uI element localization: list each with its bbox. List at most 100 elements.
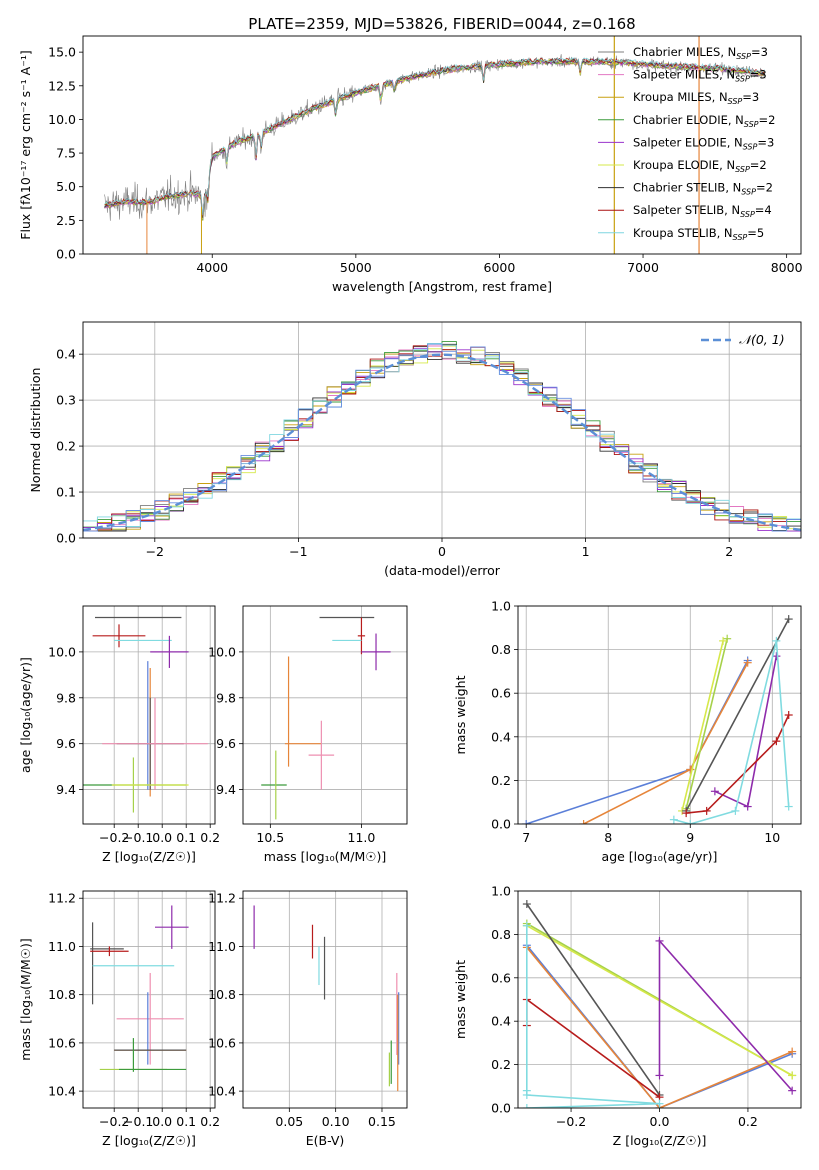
plot-area (261, 616, 391, 820)
series-line-7 (673, 640, 790, 824)
x-tick-label: 0.0 (152, 1114, 172, 1129)
x-tick-label: 2 (725, 544, 733, 559)
model-line-8 (104, 57, 765, 216)
x-tick-label: 0.10 (322, 1114, 350, 1129)
y-tick-label: 10.4 (48, 1084, 76, 1099)
y-axis-label: mass weight (453, 675, 468, 754)
axes-border (82, 605, 216, 825)
y-tick-label: 1.0 (491, 884, 511, 899)
y-tick-label: 9.4 (56, 782, 76, 797)
axes-frame: 4000 5000 6000 7000 8000 0.0 2.5 5.0 7.5 10.0 12.5… (18, 15, 803, 294)
series-line-1 (526, 946, 793, 1108)
y-axis-label: age [log₁₀(age/yr)] (18, 657, 33, 773)
x-tick-label: 10.5 (256, 830, 284, 845)
x-tick-label: 0.15 (368, 1114, 396, 1129)
legend-text: Chabrier STELIB, N (633, 181, 741, 195)
legend-eq: =3 (757, 135, 774, 149)
y-tick-label: 10.8 (48, 987, 76, 1002)
panel-massweight-vs-age: 7 8 9 10 0.0 0.2 0.4 0.6 0.8 1.0 age [log₁₀(age/yr… (453, 599, 802, 864)
legend-sub: SSP (743, 142, 758, 151)
series-line-0 (525, 660, 749, 824)
y-tick-label: 10.0 (208, 644, 236, 659)
y-tick-label: 10.6 (208, 1035, 236, 1050)
x-axis-label: age [log₁₀(age/yr)] (602, 849, 718, 864)
x-axis-label: E(B-V) (306, 1133, 345, 1148)
x-tick-label: 0 (438, 544, 446, 559)
legend-label-3: Chabrier ELODIE, NSSP=2 (633, 113, 775, 129)
x-tick-label: 0.1 (176, 830, 196, 845)
y-tick-label: 9.4 (216, 782, 236, 797)
plot-area (90, 905, 189, 1072)
legend-text: Salpeter MILES, N (633, 68, 735, 82)
histogram-step-9 (83, 343, 801, 532)
axes-border (517, 605, 802, 825)
legend-sub: SSP (744, 120, 759, 129)
plot-area (253, 905, 400, 1092)
series-line-6 (525, 997, 660, 1098)
legend-text: Kroupa STELIB, N (633, 226, 733, 240)
y-tick-label: 10.0 (48, 112, 76, 127)
x-tick-label: 6000 (484, 260, 516, 275)
legend-eq: =5 (747, 226, 764, 240)
series-line-2 (685, 638, 728, 809)
legend-sub: SSP (733, 233, 748, 242)
y-tick-label: 0.4 (56, 347, 76, 362)
y-tick-label: 9.6 (216, 736, 236, 751)
y-tick-label: 11.0 (208, 939, 236, 954)
axes-frame: −2 −1 0 1 2 0.0 0.1 0.2 0.3 0.4 (data-model)/error… (28, 321, 802, 578)
x-tick-label: −0.2 (99, 830, 129, 845)
y-tick-label: 0.0 (491, 817, 511, 832)
legend-label-0: Chabrier MILES, NSSP=3 (633, 45, 768, 61)
y-tick-label: 9.8 (56, 690, 76, 705)
x-axis-label: (data-model)/error (384, 563, 501, 578)
y-tick-label: 9.6 (56, 736, 76, 751)
x-tick-label: 11.0 (348, 830, 376, 845)
panel-mass-vs-Z: −0.2−0.10.0 0.1 0.2 10.4 10.6 10.8 11.0 11.2 Z [… (18, 890, 220, 1148)
x-tick-label: 1 (582, 544, 590, 559)
y-tick-label: 0.2 (491, 773, 511, 788)
legend-eq: =4 (755, 203, 772, 217)
series-line-0 (526, 944, 793, 1108)
x-axis-label: Z [log₁₀(Z/Z☉)] (102, 1133, 196, 1148)
axes-border (82, 35, 802, 255)
legend-sub: SSP (735, 75, 750, 84)
legend-label-6: Chabrier STELIB, NSSP=2 (633, 181, 773, 197)
y-tick-label: 11.0 (48, 939, 76, 954)
axes-frame: −0.2−0.10.0 0.1 0.2 9.4 9.6 9.8 10.0 Z [log₁₀(Z… (18, 605, 220, 864)
x-tick-label: 0.0 (650, 1114, 670, 1129)
plot-area (83, 341, 801, 532)
legend-eq: =3 (751, 45, 768, 59)
x-axis-label: mass [log₁₀(M/M☉)] (264, 849, 386, 864)
histogram-step-7 (83, 345, 801, 532)
panel-residual-hist: −2 −1 0 1 2 0.0 0.1 0.2 0.3 0.4 (data-model)/error… (28, 321, 802, 578)
x-axis-label: Z [log₁₀(Z/Z☉)] (613, 1133, 707, 1148)
legend-sub: SSP (736, 52, 751, 61)
legend-label-1: Salpeter MILES, NSSP=3 (633, 68, 767, 84)
panel-spectrum: 4000 5000 6000 7000 8000 0.0 2.5 5.0 7.5 10.0 12.5… (18, 15, 803, 294)
normal-curve (83, 353, 801, 532)
x-tick-label: −0.2 (99, 1114, 129, 1129)
y-tick-label: 10.4 (208, 1084, 236, 1099)
y-tick-label: 12.5 (48, 78, 76, 93)
legend-label-7: Salpeter STELIB, NSSP=4 (633, 203, 772, 219)
axes-border (82, 890, 216, 1109)
x-tick-label: 0.05 (275, 1114, 303, 1129)
y-axis-label: mass [log₁₀(M/M☉)] (18, 938, 33, 1060)
axes-frame: 10.5 11.0 9.4 9.6 9.8 10.0 mass [log₁₀(M/M☉)] (208, 605, 408, 864)
y-tick-label: 0.4 (491, 1014, 511, 1029)
legend-label-normal: 𝒩(0, 1) (739, 332, 785, 347)
legend-sub: SSP (741, 188, 756, 197)
x-tick-label: 0.2 (738, 1114, 758, 1129)
plot-area (522, 900, 797, 1108)
y-tick-label: 2.5 (56, 213, 76, 228)
y-tick-label: 10.0 (48, 644, 76, 659)
series-line-3 (681, 640, 724, 812)
y-tick-label: 0.0 (56, 247, 76, 262)
y-axis-label: Normed distribution (28, 368, 43, 493)
y-tick-label: 11.2 (208, 891, 236, 906)
x-tick-label: 0.2 (200, 830, 220, 845)
x-tick-label: 4000 (196, 260, 228, 275)
legend-text: Salpeter STELIB, N (633, 203, 740, 217)
x-tick-label: −1 (289, 544, 307, 559)
axes-border (242, 605, 408, 825)
